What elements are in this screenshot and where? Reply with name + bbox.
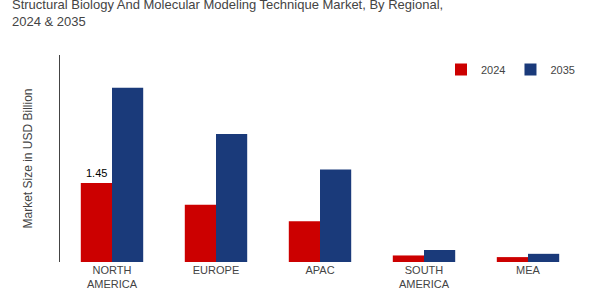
svg-text:MEA: MEA: [516, 264, 541, 276]
svg-text:Structural Biology And Molecul: Structural Biology And Molecular Modelin…: [12, 0, 443, 29]
svg-text:APAC: APAC: [305, 264, 334, 276]
svg-text:2024: 2024: [481, 64, 505, 76]
svg-text:1.45: 1.45: [86, 167, 107, 179]
svg-text:NORTHAMERICA: NORTHAMERICA: [87, 264, 138, 290]
svg-text:SOUTHAMERICA: SOUTHAMERICA: [399, 264, 450, 290]
svg-text:Market Size in USD Billion: Market Size in USD Billion: [21, 88, 35, 228]
svg-text:2035: 2035: [550, 64, 574, 76]
svg-text:EUROPE: EUROPE: [193, 264, 239, 276]
